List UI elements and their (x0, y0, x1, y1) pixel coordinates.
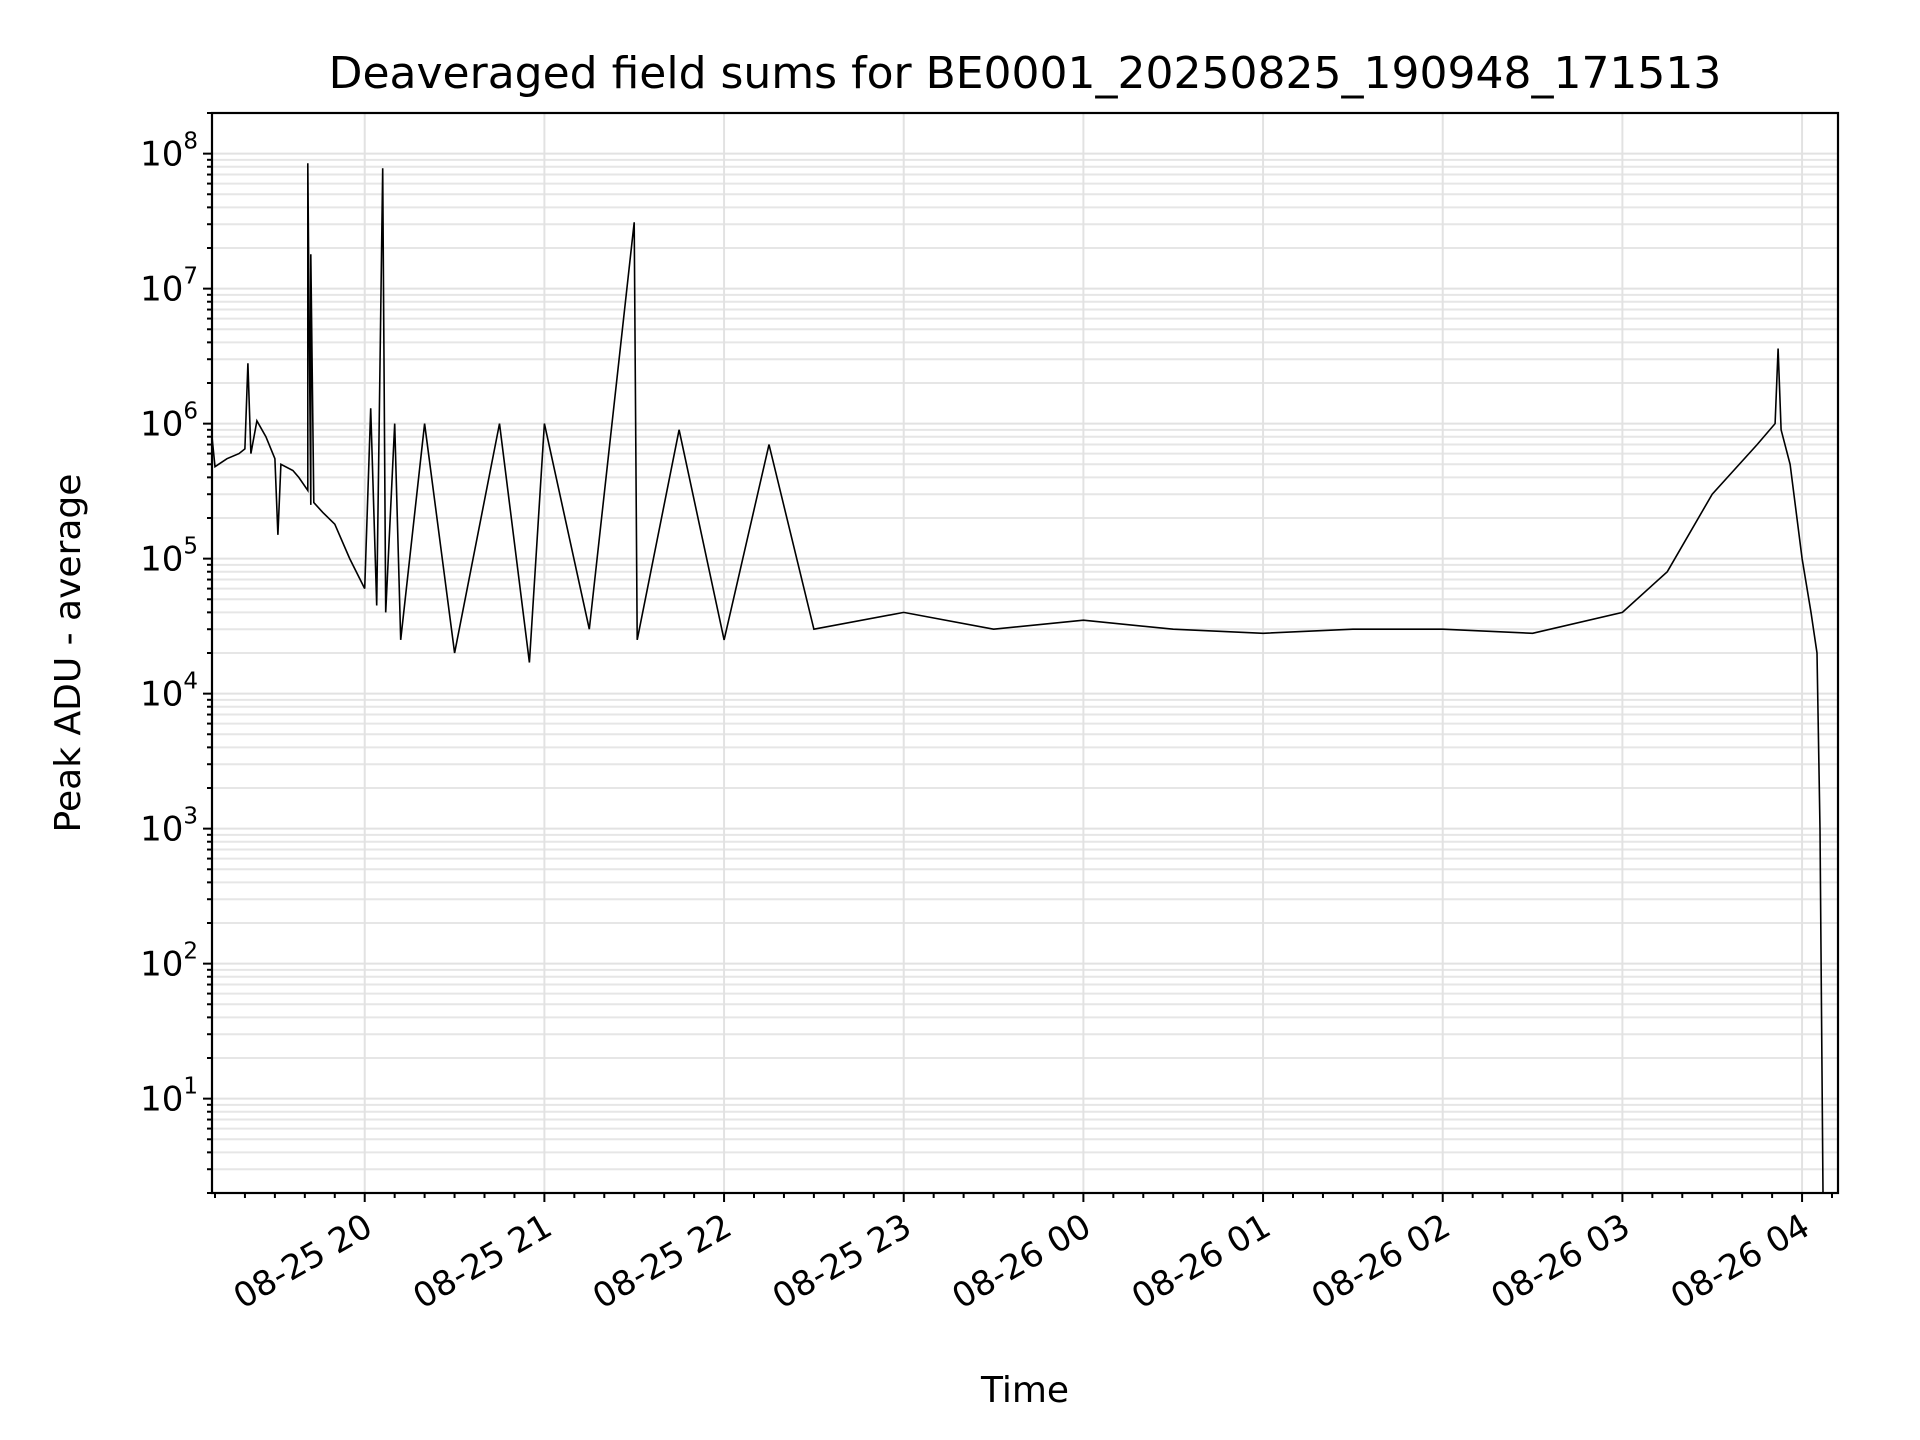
x-axis-label: Time (980, 1370, 1069, 1411)
x-tick-label: 08-26 04 (1664, 1206, 1816, 1317)
data-series (211, 163, 1824, 1194)
y-tick-label: 108 (140, 129, 198, 175)
y-tick-label: 102 (140, 939, 198, 985)
y-tick-label: 107 (140, 264, 198, 310)
y-tick-label: 101 (140, 1074, 198, 1120)
y-tick-label: 103 (140, 804, 198, 850)
y-tick-label: 104 (140, 669, 198, 715)
x-tick-label: 08-26 00 (945, 1206, 1097, 1317)
x-tick-label: 08-25 20 (227, 1206, 379, 1317)
x-tick-label: 08-26 03 (1485, 1206, 1637, 1317)
x-tick-label: 08-25 21 (406, 1206, 558, 1317)
series-line (211, 163, 1824, 1194)
chart-title: Deaveraged field sums for BE0001_2025082… (329, 48, 1722, 99)
x-tick-label: 08-26 01 (1125, 1206, 1277, 1317)
y-axis: 101 102 103 104 105 106 107 108 (140, 112, 212, 1194)
y-tick-label: 106 (140, 399, 198, 445)
x-tick-label: 08-25 22 (586, 1206, 738, 1317)
grid (212, 112, 1838, 1194)
x-tick-label: 08-26 02 (1305, 1206, 1457, 1317)
x-tick-label: 08-25 23 (766, 1206, 918, 1317)
x-axis: 08-25 20 08-25 21 08-25 22 08-25 23 08-26 00… (213, 1193, 1834, 1317)
y-tick-label: 105 (140, 534, 198, 580)
y-axis-label: Peak ADU - average (48, 474, 89, 833)
